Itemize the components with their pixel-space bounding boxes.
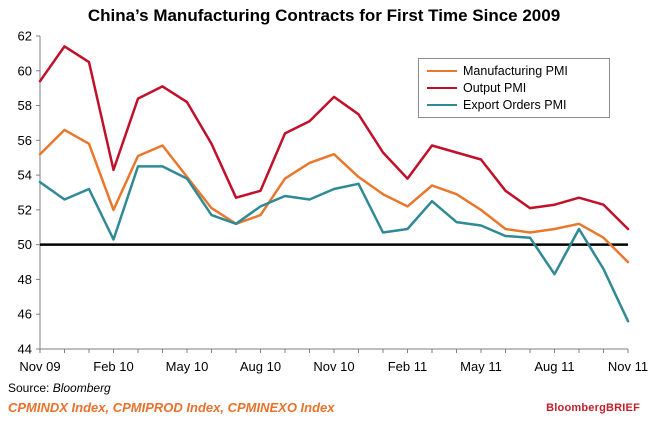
series-line-output-pmi	[38, 45, 630, 231]
x-tick-label: Aug 11	[534, 359, 574, 374]
x-tick-label: Feb 11	[388, 359, 428, 374]
legend-label-output: Output PMI	[463, 81, 527, 95]
y-tick-label: 54	[18, 168, 32, 183]
x-tick-label: Nov 09	[19, 359, 60, 374]
legend-swatch-export	[427, 104, 457, 106]
y-tick-label: 44	[18, 342, 32, 357]
y-tick-label: 60	[18, 63, 32, 78]
x-tick-label: May 10	[166, 359, 209, 374]
source-note: Source: Bloomberg	[8, 381, 111, 395]
chart-title: China’s Manufacturing Contracts for Firs…	[87, 6, 561, 25]
legend-item-export: Export Orders PMI	[427, 96, 567, 114]
y-tick-label: 48	[18, 272, 32, 287]
legend-item-manufacturing: Manufacturing PMI	[427, 62, 568, 80]
source-label: Source:	[8, 381, 50, 395]
legend-swatch-output	[427, 87, 457, 89]
x-axis-ticks: Nov 09 Feb 10 May 10 Aug 10 Nov 10 Feb 11 May …	[19, 349, 648, 374]
legend-swatch-manufacturing	[427, 70, 457, 72]
y-tick-label: 52	[18, 202, 32, 217]
x-tick-label: Nov 11	[608, 359, 648, 374]
x-tick-label: Aug 10	[240, 359, 281, 374]
y-tick-label: 62	[18, 29, 32, 44]
y-tick-label: 50	[18, 237, 32, 252]
legend-item-output: Output PMI	[427, 79, 526, 97]
y-tick-label: 46	[18, 307, 32, 322]
y-tick-label: 58	[18, 98, 32, 113]
x-tick-label: Nov 10	[313, 359, 354, 374]
y-tick-label: 56	[18, 133, 32, 148]
chart-legend: Manufacturing PMI Output PMI Export Orde…	[418, 58, 610, 118]
x-tick-label: May 11	[460, 359, 502, 374]
series-group	[38, 45, 630, 323]
y-axis-ticks: 44 46 48 50 52 54 56 58 60 62	[18, 29, 40, 357]
source-value: Bloomberg	[52, 381, 111, 395]
legend-label-export: Export Orders PMI	[463, 98, 567, 112]
x-tick-label: Feb 10	[93, 359, 133, 374]
series-line-export-orders-pmi	[38, 165, 630, 323]
legend-label-manufacturing: Manufacturing PMI	[463, 64, 568, 78]
ticker-list: CPMINDX Index, CPMIPROD Index, CPMINEXO …	[8, 400, 335, 415]
brand-logo: BloombergBRIEF	[546, 402, 640, 414]
series-line-manufacturing-pmi	[38, 128, 630, 264]
